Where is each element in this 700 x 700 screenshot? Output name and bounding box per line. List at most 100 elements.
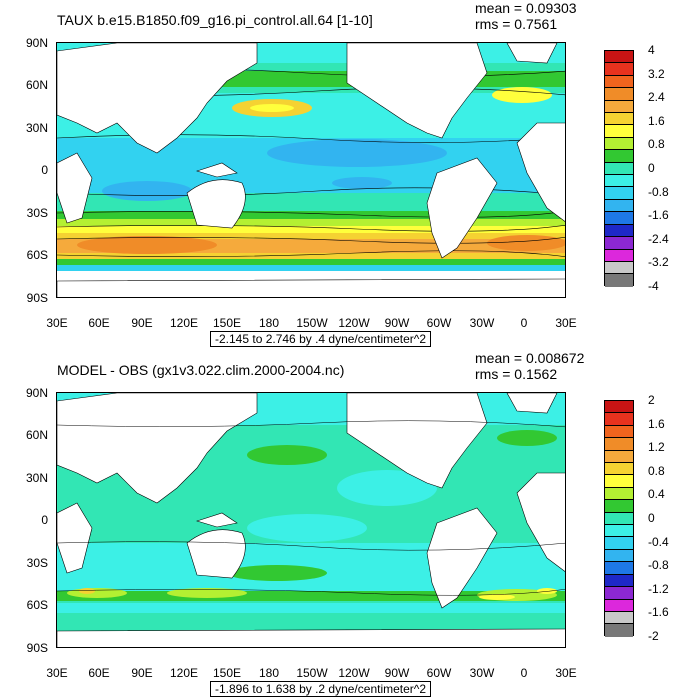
lat-label: 90S [26,291,48,305]
colorbar-swatch [605,611,633,625]
lon-label: 150E [212,666,242,680]
colorbar-swatch [605,463,633,476]
lon-label: 120E [169,316,199,330]
colorbar-label: 2 [648,393,655,407]
lat-label: 60N [25,428,48,442]
lat-label: 30N [25,121,48,135]
bottom-panel-mean: mean = 0.008672 [475,350,585,366]
lat-label: 90N [25,386,48,400]
lon-label: 180 [258,666,280,680]
lat-label: 30S [26,206,48,220]
colorbar-swatch [605,75,633,89]
colorbar-label: -0.4 [648,534,669,549]
bottom-colorbar [604,400,634,637]
lon-label: 30E [46,316,68,330]
colorbar-swatch [605,475,633,488]
lon-label: 0 [520,316,528,330]
lon-label: 90W [384,666,410,680]
colorbar-label: -2 [648,629,659,643]
colorbar-swatch [605,212,633,225]
lon-label: 60E [88,666,110,680]
top-panel-mean: mean = 0.09303 [475,0,577,16]
colorbar-swatch [605,425,633,439]
colorbar-swatch [605,450,633,464]
colorbar-swatch [605,512,633,526]
colorbar-swatch [605,224,633,238]
colorbar-swatch [605,599,633,612]
top-panel-title: TAUX b.e15.B1850.f09_g16.pi_control.all.… [57,12,373,28]
top-range-label: -2.145 to 2.746 by .4 dyne/centimeter^2 [210,331,432,347]
top-panel-rms: rms = 0.7561 [475,16,558,32]
colorbar-label: -1.2 [648,581,669,596]
lon-label: 90E [131,316,153,330]
colorbar-label: -3.2 [648,255,669,270]
colorbar-label: 1.2 [648,440,665,455]
colorbar-swatch [605,88,633,101]
colorbar-swatch [605,125,633,138]
lon-label: 30E [46,666,68,680]
lat-label: 90S [26,641,48,655]
colorbar-swatch [605,63,633,76]
colorbar-label: -0.8 [648,558,669,573]
colorbar-swatch [605,237,633,250]
colorbar-swatch [605,113,633,126]
colorbar-swatch [605,51,633,64]
lon-label: 30W [469,666,495,680]
bottom-panel-title: MODEL - OBS (gx1v3.022.clim.2000-2004.nc… [57,362,345,378]
lon-label: 60W [426,316,452,330]
colorbar-label: 0.4 [648,487,665,502]
colorbar-label: 0 [648,511,655,525]
lon-label: 30W [469,316,495,330]
colorbar-swatch [605,150,633,163]
colorbar-swatch [605,438,633,451]
lon-label: 150E [212,316,242,330]
lon-label: 120W [338,666,370,680]
top-map [56,42,566,298]
lon-label: 60E [88,316,110,330]
colorbar-swatch [605,199,633,213]
colorbar-label: 0.8 [648,137,665,152]
lon-label: 30E [555,666,577,680]
lat-label: 60N [25,78,48,92]
lat-label: 90N [25,36,48,50]
colorbar-label: 4 [648,43,655,57]
lat-label: 0 [41,163,48,177]
lon-label: 180 [258,316,280,330]
lon-label: 120W [338,316,370,330]
colorbar-label: -0.8 [648,184,669,199]
colorbar-label: 0.8 [648,463,665,478]
colorbar-label: 3.2 [648,66,665,81]
top-map-field [57,43,565,297]
lat-label: 0 [41,513,48,527]
bottom-panel-rms: rms = 0.1562 [475,366,558,382]
colorbar-label: -1.6 [648,605,669,620]
colorbar-swatch [605,162,633,176]
colorbar-swatch [605,624,633,637]
colorbar-label: 2.4 [648,90,665,105]
bottom-panel: MODEL - OBS (gx1v3.022.clim.2000-2004.nc… [0,350,700,700]
colorbar-swatch [605,537,633,550]
colorbar-swatch [605,587,633,600]
colorbar-swatch [605,187,633,200]
colorbar-swatch [605,137,633,151]
colorbar-swatch [605,100,633,114]
top-panel: TAUX b.e15.B1850.f09_g16.pi_control.all.… [25,0,669,347]
colorbar-swatch [605,413,633,426]
lat-label: 30S [26,556,48,570]
colorbar-label: 1.6 [648,416,665,431]
colorbar-swatch [605,401,633,414]
colorbar-swatch [605,249,633,262]
colorbar-label: -2.4 [648,231,669,246]
colorbar-swatch [605,261,633,275]
top-colorbar [604,50,634,287]
lon-label: 30E [555,316,577,330]
colorbar-swatch [605,549,633,563]
colorbar-swatch [605,525,633,538]
colorbar-label: 1.6 [648,113,665,128]
bottom-map-field [57,393,565,647]
colorbar-label: 0 [648,161,655,175]
colorbar-swatch [605,562,633,575]
lon-label: 150W [296,316,328,330]
colorbar-label: -4 [648,279,659,293]
bottom-map [56,392,566,648]
